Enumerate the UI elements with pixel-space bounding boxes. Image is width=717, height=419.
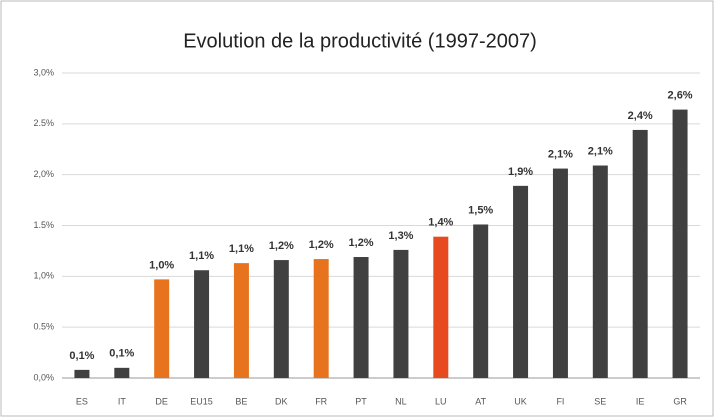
x-tick-label: FI (556, 396, 564, 406)
value-label: 1,9% (508, 166, 533, 178)
value-label: 2,4% (628, 110, 653, 122)
value-label: 1,4% (428, 217, 453, 229)
bar (513, 185, 529, 378)
value-label: 1,2% (269, 240, 294, 252)
x-tick-label: PT (355, 396, 367, 406)
value-label: 0,1% (109, 348, 134, 360)
bar (632, 129, 648, 378)
bar (233, 263, 249, 378)
x-tick-label: NL (395, 396, 407, 406)
value-label: 1,0% (149, 259, 174, 271)
bar (672, 109, 688, 378)
x-tick-label: GR (673, 396, 687, 406)
y-tick-label: 2.5% (33, 118, 54, 128)
x-tick-label: SE (594, 396, 606, 406)
value-label: 1,5% (468, 204, 493, 216)
x-tick-label: BE (235, 396, 247, 406)
value-label: 2,6% (668, 90, 693, 102)
bar (313, 259, 329, 378)
bar (194, 270, 210, 378)
value-label: 1,1% (229, 243, 254, 255)
bar (353, 257, 369, 378)
y-tick-label: 3,0% (33, 67, 54, 77)
y-tick-label: 0.5% (33, 322, 54, 332)
bar (592, 165, 608, 378)
bar (552, 168, 568, 378)
value-label: 0,1% (69, 350, 94, 362)
x-tick-label: UK (514, 396, 527, 406)
bar (114, 367, 130, 378)
y-tick-label: 1.5% (33, 220, 54, 230)
value-label: 1,3% (388, 230, 413, 242)
x-tick-label: EU15 (190, 396, 213, 406)
bar (273, 260, 289, 378)
value-label: 1,2% (349, 237, 374, 249)
x-tick-label: AT (475, 396, 486, 406)
chart-title: Evolution de la productivité (1997-2007) (183, 30, 537, 52)
bar (74, 369, 90, 378)
y-tick-label: 0,0% (33, 372, 54, 382)
bar (433, 236, 449, 378)
value-label: 2,1% (588, 145, 613, 157)
y-tick-label: 1,0% (33, 271, 54, 281)
value-label: 2,1% (548, 148, 573, 160)
x-tick-label: FR (315, 396, 327, 406)
bar (393, 249, 409, 378)
x-tick-label: IE (636, 396, 645, 406)
bar (154, 279, 170, 378)
bar (473, 224, 489, 378)
x-tick-label: DE (155, 396, 168, 406)
value-label: 1,1% (189, 250, 214, 262)
x-tick-label: LU (435, 396, 447, 406)
x-tick-label: IT (118, 396, 127, 406)
y-tick-label: 2,0% (33, 169, 54, 179)
x-tick-label: ES (76, 396, 88, 406)
x-tick-label: DK (275, 396, 288, 406)
value-label: 1,2% (309, 239, 334, 251)
